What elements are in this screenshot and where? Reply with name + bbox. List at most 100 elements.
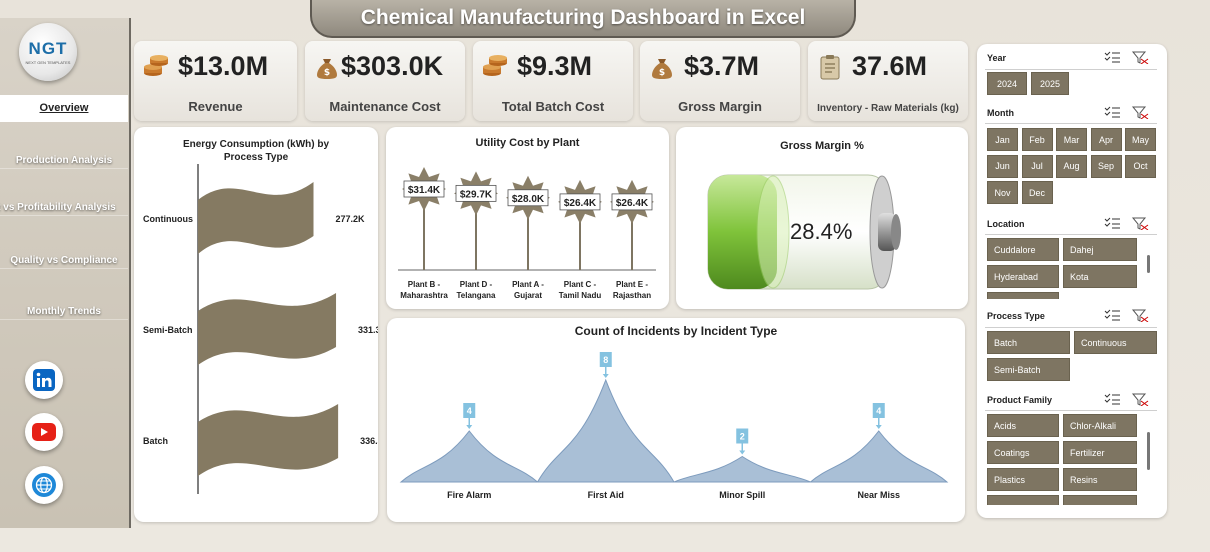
nav-cost-vs-profitability[interactable]: Cost vs Profitability Analysis [0,202,128,216]
multi-select-icon[interactable] [1103,50,1151,64]
slicer-family-fertilizer[interactable]: Fertilizer [1063,441,1137,464]
slicer-month-sep[interactable]: Sep [1090,154,1122,178]
slicer-process-semi-batch[interactable]: Semi-Batch [987,358,1070,381]
slicer-panel: Year 2024 2025 Month Jan Feb Mar Apr May Jun J… [977,44,1167,518]
energy-category-label: Semi-Batch [143,325,193,335]
incident-category-label: Minor Spill [719,490,765,500]
youtube-icon[interactable] [25,413,63,451]
dashboard-title: Chemical Manufacturing Dashboard in Exce… [360,6,806,29]
slicer-year-2024[interactable]: 2024 [987,72,1027,95]
slicer-month-feb[interactable]: Feb [1021,128,1053,151]
incident-area-peak [536,378,675,483]
slicer-family-chlor-alkali[interactable]: Chlor-Alkali [1063,414,1137,437]
slicer-location-cuddalore[interactable]: Cuddalore [987,238,1059,261]
incident-leader-arrow [466,425,473,429]
sidebar: NGT NEXT GEN TEMPLATES Overview Producti… [0,18,131,528]
utility-value-label: $26.4K [616,198,649,209]
slicer-process-batch[interactable]: Batch [987,331,1070,354]
incident-area-peak [399,430,539,483]
slicer-family-scrollbar[interactable] [1147,432,1150,470]
slicer-month-apr[interactable]: Apr [1090,128,1122,151]
utility-value-label: $28.0K [512,194,545,205]
website-globe-icon[interactable] [25,466,63,504]
money-bag-icon: $ [652,59,672,79]
energy-chart: Continuous 277.2K Semi-Batch 331.3K Batch 336… [143,164,378,494]
kpi-label: Gross Margin [678,99,762,114]
energy-category-label: Batch [143,436,168,446]
incident-value-label: 4 [467,406,472,416]
kpi-value: $13.0M [178,51,269,81]
utility-chart: $31.4K Plant B - Maharashtra $29.7K Plant D … [398,167,656,300]
coins-icon [144,55,168,76]
slicer-family-item[interactable] [987,495,1059,505]
slicer-family-resins[interactable]: Resins [1063,468,1137,491]
slicer-month-oct[interactable]: Oct [1125,154,1156,178]
slicer-process-continuous[interactable]: Continuous [1074,331,1157,354]
svg-text:$: $ [324,68,330,78]
utility-category-label: Plant E - [616,280,648,289]
slicer-divider [985,69,1157,70]
slicer-divider [985,123,1157,124]
slicer-family-plastics[interactable]: Plastics [987,468,1059,491]
utility-value-box [611,193,653,211]
energy-bar [198,404,339,476]
energy-value-label: 331.3K [358,325,378,335]
kpi-total-batch-cost: $9.3M Total Batch Cost [473,41,633,121]
slicer-location-item[interactable] [987,292,1059,299]
slicer-family-item[interactable] [1063,495,1137,505]
slicer-location-dahej[interactable]: Dahej [1063,238,1137,261]
slicer-location-scrollbar[interactable] [1147,255,1150,273]
kpi-inventory-raw-materials: 37.6M Inventory - Raw Materials (kg) [808,41,968,121]
nav-monthly-trends[interactable]: Monthly Trends [0,306,128,320]
utility-category-label: Tamil Nadu [559,291,602,300]
slicer-month-may[interactable]: May [1125,128,1156,151]
nav-overview[interactable]: Overview [0,95,128,122]
slicer-family-viewport: Acids Chlor-Alkali Coatings Fertilizer P… [987,413,1139,505]
logo-text: NGT [28,39,68,58]
incident-value-label: 4 [876,406,881,416]
slicer-location-hyderabad[interactable]: Hyderabad [987,265,1059,288]
gross-margin-card: Gross Margin % 28.4% [676,127,968,309]
utility-category-label: Plant A - [512,280,544,289]
svg-text:$: $ [659,68,665,78]
incident-value-box [872,403,885,418]
incident-area-peak [809,430,949,483]
slicer-month-jun[interactable]: Jun [987,154,1018,178]
multi-select-icon[interactable] [1103,216,1151,230]
coins-icon [483,55,507,76]
multi-select-icon[interactable] [1103,392,1151,406]
energy-consumption-card: Energy Consumption (kWh) by Process Type… [134,127,378,522]
energy-value-label: 277.2K [336,214,366,224]
slicer-month-aug[interactable]: Aug [1056,154,1087,178]
slicer-month-jan[interactable]: Jan [987,128,1018,151]
utility-category-label: Plant B - [408,280,441,289]
logo-subtext: NEXT GEN TEMPLATES [25,60,71,65]
slicer-year-2025[interactable]: 2025 [1031,72,1069,95]
incident-leader-arrow [739,450,746,455]
slicer-family-acids[interactable]: Acids [987,414,1059,437]
utility-cost-card: Utility Cost by Plant $31.4K Plant B - Mah… [386,127,669,309]
slicer-month-dec[interactable]: Dec [1021,181,1053,204]
incident-category-label: First Aid [588,490,624,500]
incident-leader-arrow [875,425,882,429]
incident-category-label: Fire Alarm [447,490,491,500]
utility-category-label: Maharashtra [400,291,448,300]
slicer-family-coatings[interactable]: Coatings [987,441,1059,464]
slicer-month-mar[interactable]: Mar [1056,128,1087,151]
kpi-value: $3.7M [684,51,760,81]
multi-select-icon[interactable] [1103,308,1151,322]
dashboard-title-bar: Chemical Manufacturing Dashboard in Exce… [310,0,856,38]
nav-quality-vs-compliance[interactable]: Quality vs Compliance [0,255,128,269]
linkedin-icon[interactable] [25,361,63,399]
gross-margin-title: Gross Margin % [780,140,864,152]
multi-select-icon[interactable] [1103,105,1151,119]
slicer-title-location: Location [987,219,1025,229]
slicer-month-jul[interactable]: Jul [1021,154,1053,178]
slicer-month-nov[interactable]: Nov [987,181,1018,204]
slicer-location-kota[interactable]: Kota [1063,265,1137,288]
nav-production-analysis[interactable]: Production Analysis [0,155,128,169]
kpi-label: Revenue [188,99,243,114]
slicer-title-product-family: Product Family [987,395,1053,405]
slicer-divider [985,234,1157,235]
incident-area-peak [673,455,811,483]
